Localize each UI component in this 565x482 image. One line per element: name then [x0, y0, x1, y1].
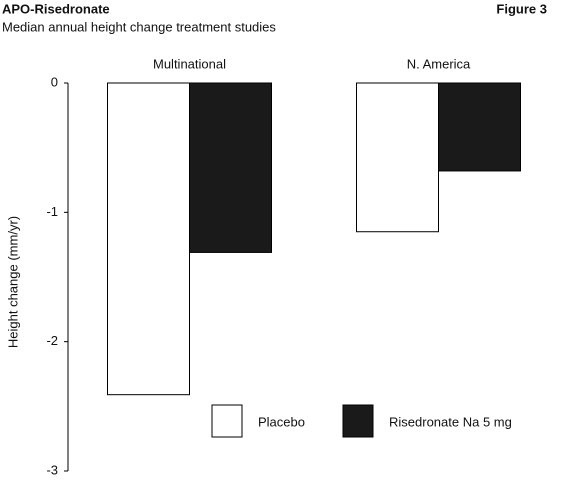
legend-swatch [342, 404, 374, 438]
y-tick-label: -2 [46, 333, 58, 348]
bar [107, 82, 190, 396]
bar [438, 82, 521, 172]
y-tick-label: 0 [51, 74, 58, 89]
y-tick-label: -1 [46, 204, 58, 219]
chart-subtitle: Median annual height change treatment st… [2, 19, 276, 34]
y-axis-label: Height change (mm/yr) [5, 216, 20, 348]
bar [189, 82, 272, 253]
legend-label: Risedronate Na 5 mg [389, 414, 512, 429]
x-category-label: Multinational [153, 56, 226, 71]
x-category-label: N. America [407, 56, 471, 71]
legend-label: Placebo [258, 414, 305, 429]
legend-swatch [211, 404, 243, 438]
figure-label: Figure 3 [496, 1, 547, 16]
chart-title: APO-Risedronate [2, 1, 110, 16]
bar [356, 82, 439, 233]
y-tick-label: -3 [46, 462, 58, 477]
